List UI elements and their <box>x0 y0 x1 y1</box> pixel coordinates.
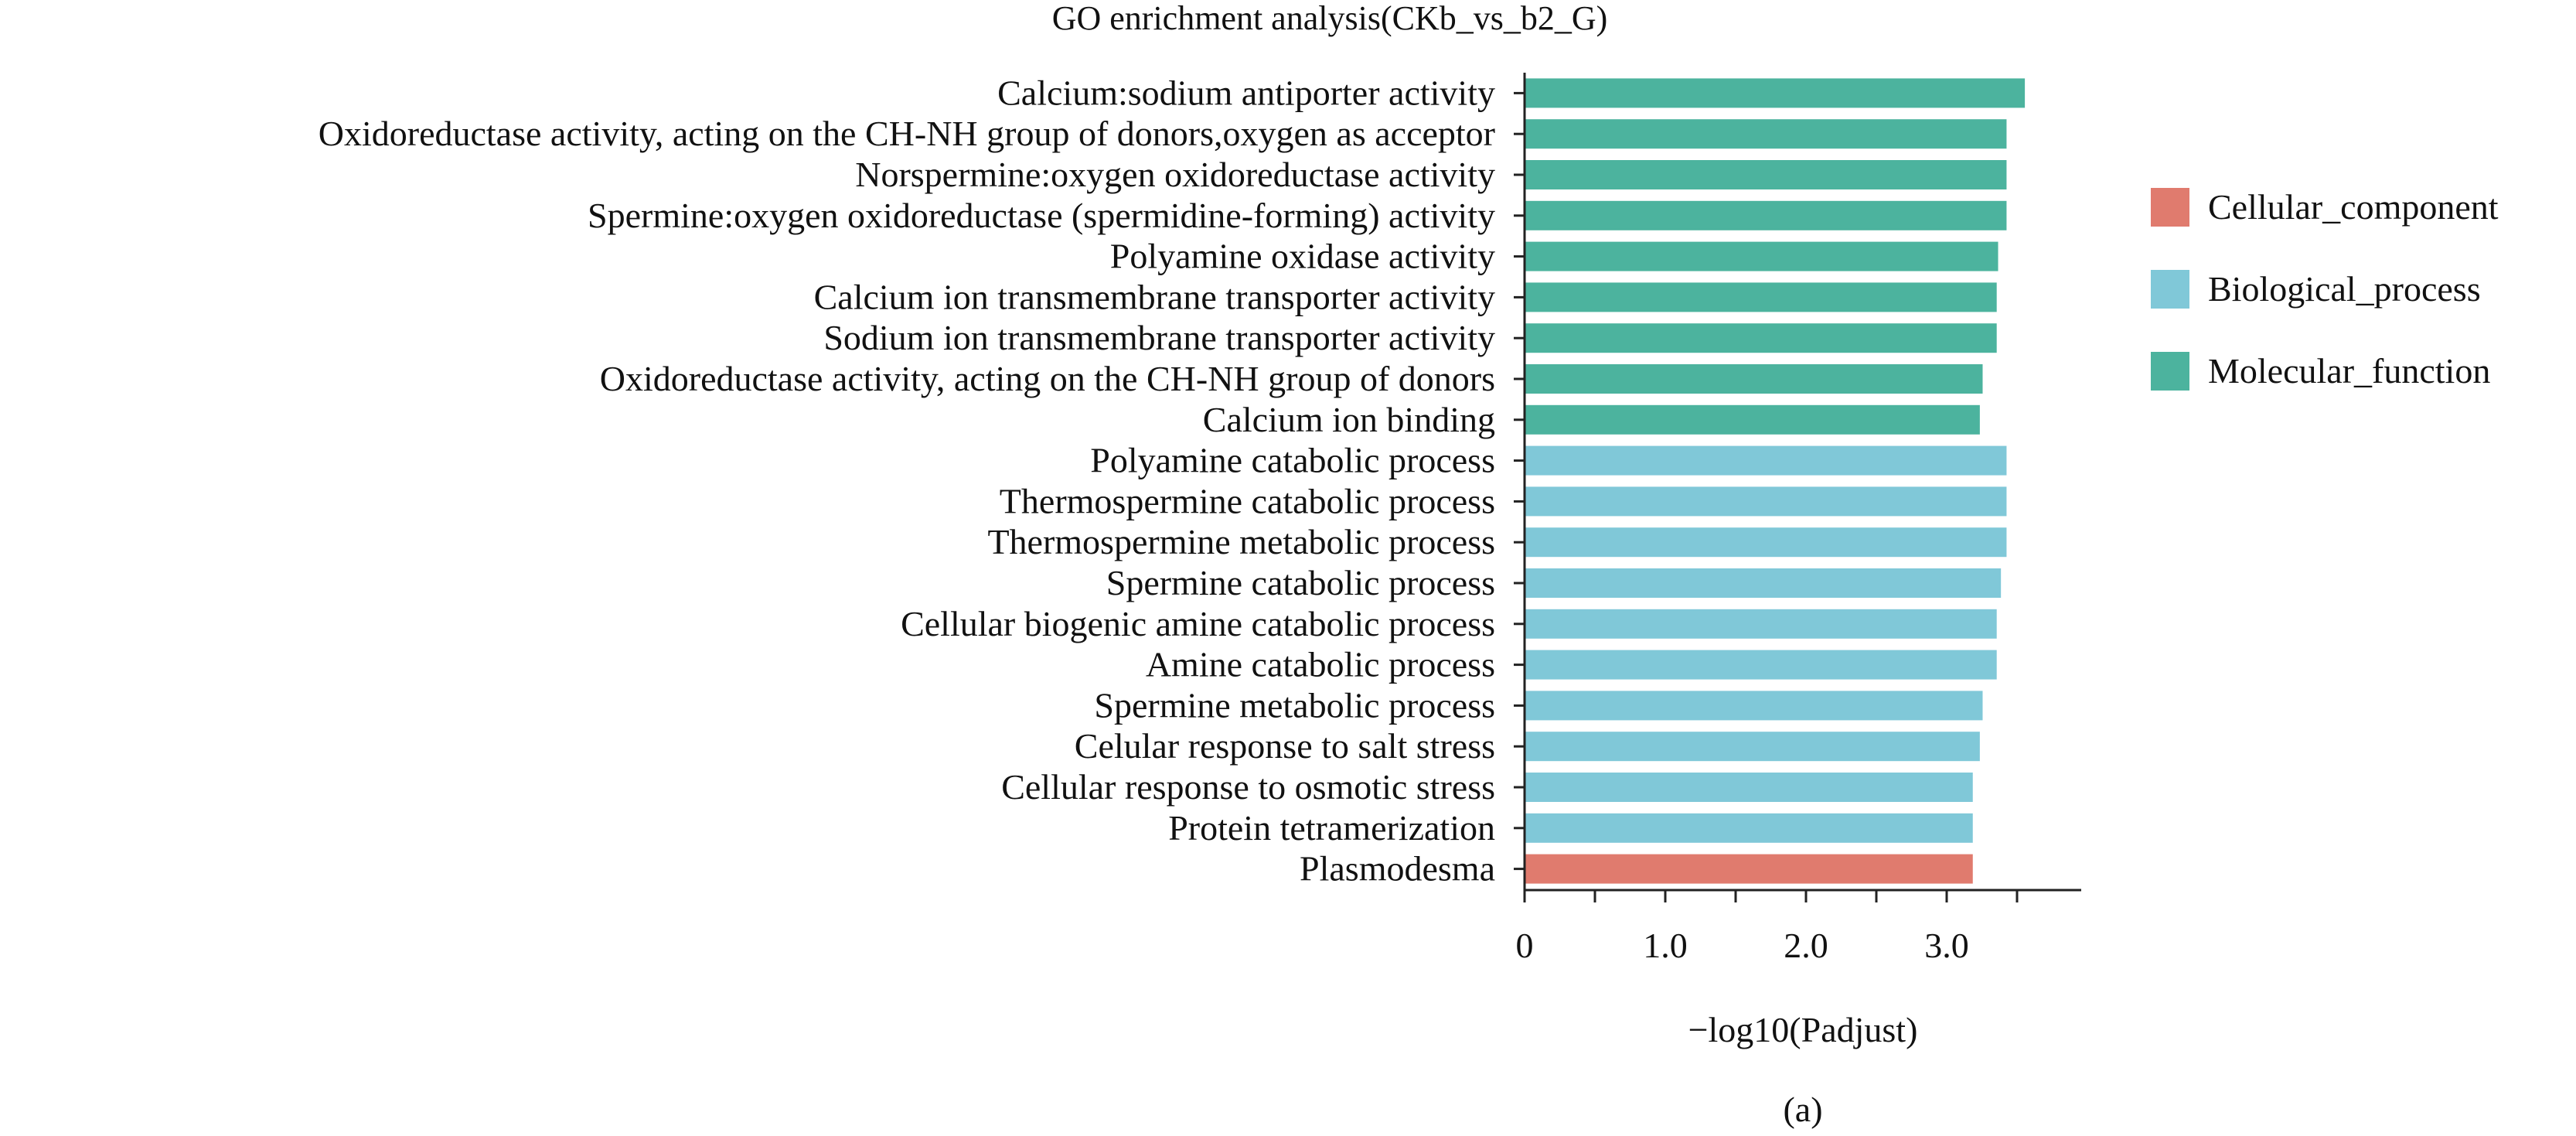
x-tick-label: 3.0 <box>1924 926 1969 965</box>
category-label: Plasmodesma <box>1300 849 1495 889</box>
legend-swatch <box>2151 352 2189 391</box>
category-label: Spermine:oxygen oxidoreductase (spermidi… <box>588 196 1495 235</box>
category-label: Calcium ion transmembrane transporter ac… <box>814 277 1495 316</box>
bar <box>1525 323 1997 353</box>
bar <box>1525 650 1997 680</box>
category-label: Calcium:sodium antiporter activity <box>997 73 1495 112</box>
category-label: Cellular response to osmotic stress <box>1001 767 1495 807</box>
category-label: Thermospermine catabolic process <box>1000 481 1495 520</box>
bar <box>1525 282 1997 312</box>
category-label: Protein tetramerization <box>1168 808 1495 848</box>
bar <box>1525 241 1998 271</box>
category-label: Celular response to salt stress <box>1075 726 1495 766</box>
bar <box>1525 813 1973 843</box>
bar <box>1525 691 1983 721</box>
figure-caption: (a) <box>1783 1090 1822 1129</box>
legend-label: Molecular_function <box>2208 351 2490 391</box>
legend-swatch <box>2151 270 2189 309</box>
bar <box>1525 854 1973 884</box>
legend-label: Cellular_component <box>2208 187 2499 227</box>
bar <box>1525 732 1980 762</box>
bar <box>1525 568 2002 598</box>
category-label: Calcium ion binding <box>1203 400 1495 439</box>
legend-swatch <box>2151 188 2189 227</box>
category-label: Oxidoreductase activity, acting on the C… <box>319 114 1495 153</box>
bar <box>1525 160 2007 189</box>
bar <box>1525 78 2026 108</box>
bar <box>1525 200 2007 230</box>
category-label: Polyamine catabolic process <box>1090 441 1495 480</box>
x-tick-label: 1.0 <box>1643 926 1688 965</box>
category-label: Polyamine oxidase activity <box>1110 237 1495 276</box>
category-label: Cellular biogenic amine catabolic proces… <box>901 604 1495 643</box>
category-label: Spermine catabolic process <box>1106 563 1495 602</box>
x-axis-label: −log10(Padjust) <box>1688 1010 1918 1049</box>
bar <box>1525 364 1983 394</box>
bar <box>1525 609 1997 639</box>
bar-group <box>1525 78 2026 884</box>
category-label: Thermospermine metabolic process <box>987 522 1495 561</box>
category-label-group: Calcium:sodium antiporter activityOxidor… <box>319 73 1525 889</box>
category-label: Sodium ion transmembrane transporter act… <box>823 318 1495 357</box>
bar <box>1525 773 1973 802</box>
x-tick-label: 2.0 <box>1784 926 1828 965</box>
category-label: Spermine metabolic process <box>1094 685 1495 725</box>
bar <box>1525 527 2007 558</box>
bar <box>1525 119 2007 149</box>
category-label: Oxidoreductase activity, acting on the C… <box>600 359 1495 398</box>
category-label: Norspermine:oxygen oxidoreductase activi… <box>855 155 1495 194</box>
legend-label: Biological_process <box>2208 269 2481 309</box>
bar <box>1525 445 2007 476</box>
bar <box>1525 404 1980 435</box>
category-label: Amine catabolic process <box>1146 645 1495 684</box>
x-tick-label: 0 <box>1516 926 1534 965</box>
x-tick-group: 0 1.0 2.0 3.0 <box>1516 890 2019 965</box>
chart-title: GO enrichment analysis(CKb_vs_b2_G) <box>1052 0 1608 37</box>
bar <box>1525 486 2007 517</box>
legend: Cellular_component Biological_process Mole… <box>2151 187 2499 391</box>
